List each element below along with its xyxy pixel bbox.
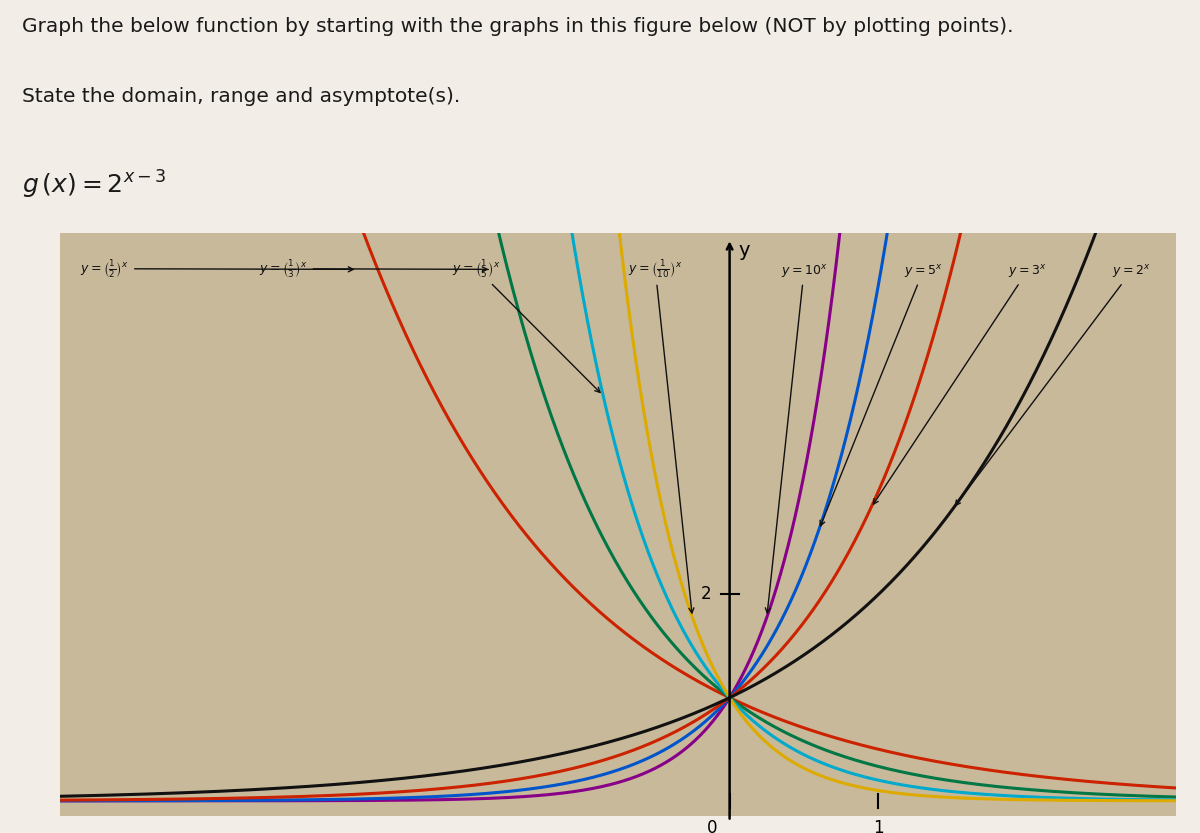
Text: Graph the below function by starting with the graphs in this figure below (NOT b: Graph the below function by starting wit… — [22, 17, 1013, 37]
Text: $y=10^x$: $y=10^x$ — [766, 262, 827, 613]
Text: $y=5^x$: $y=5^x$ — [820, 262, 942, 526]
Text: State the domain, range and asymptote(s).: State the domain, range and asymptote(s)… — [22, 87, 460, 106]
Text: $g\,(x) = 2^{x-3}$: $g\,(x) = 2^{x-3}$ — [22, 169, 167, 201]
Text: y: y — [738, 242, 750, 261]
Text: $y=\left(\frac{1}{3}\right)^x$: $y=\left(\frac{1}{3}\right)^x$ — [259, 257, 487, 280]
Text: $y=2^x$: $y=2^x$ — [955, 262, 1151, 506]
Text: $y=\left(\frac{1}{2}\right)^x$: $y=\left(\frac{1}{2}\right)^x$ — [80, 257, 353, 280]
Text: $y=\left(\frac{1}{10}\right)^x$: $y=\left(\frac{1}{10}\right)^x$ — [628, 257, 694, 613]
Text: 2: 2 — [701, 586, 712, 603]
Text: $y=\left(\frac{1}{5}\right)^x$: $y=\left(\frac{1}{5}\right)^x$ — [452, 257, 600, 392]
Text: $y=3^x$: $y=3^x$ — [874, 262, 1046, 504]
Text: 0: 0 — [707, 820, 716, 833]
Text: 1: 1 — [874, 820, 883, 833]
